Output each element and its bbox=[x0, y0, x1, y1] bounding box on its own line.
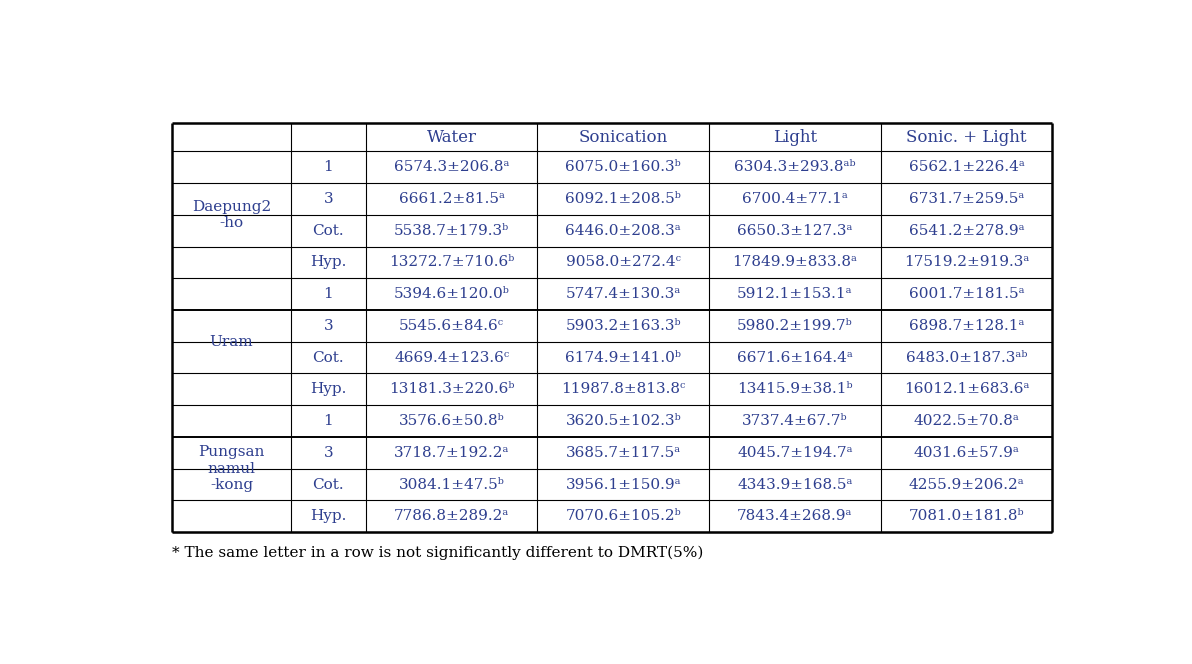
Text: 5394.6±120.0ᵇ: 5394.6±120.0ᵇ bbox=[393, 287, 509, 301]
Text: 11987.8±813.8ᶜ: 11987.8±813.8ᶜ bbox=[561, 382, 685, 396]
Text: 5545.6±84.6ᶜ: 5545.6±84.6ᶜ bbox=[399, 319, 504, 333]
Text: 6898.7±128.1ᵃ: 6898.7±128.1ᵃ bbox=[908, 319, 1024, 333]
Text: 6650.3±127.3ᵃ: 6650.3±127.3ᵃ bbox=[737, 224, 852, 238]
Text: 7081.0±181.8ᵇ: 7081.0±181.8ᵇ bbox=[908, 509, 1024, 523]
Text: 5538.7±179.3ᵇ: 5538.7±179.3ᵇ bbox=[395, 224, 509, 238]
Text: 5747.4±130.3ᵃ: 5747.4±130.3ᵃ bbox=[565, 287, 681, 301]
Text: 3685.7±117.5ᵃ: 3685.7±117.5ᵃ bbox=[566, 446, 681, 460]
Text: 3: 3 bbox=[323, 446, 334, 460]
Text: 4343.9±168.5ᵃ: 4343.9±168.5ᵃ bbox=[737, 477, 852, 491]
Text: Cot.: Cot. bbox=[312, 224, 344, 238]
Text: 16012.1±683.6ᵃ: 16012.1±683.6ᵃ bbox=[904, 382, 1030, 396]
Text: 6574.3±206.8ᵃ: 6574.3±206.8ᵃ bbox=[393, 160, 509, 174]
Text: 3737.4±67.7ᵇ: 3737.4±67.7ᵇ bbox=[743, 414, 848, 428]
Text: 7070.6±105.2ᵇ: 7070.6±105.2ᵇ bbox=[565, 509, 681, 523]
Text: 3084.1±47.5ᵇ: 3084.1±47.5ᵇ bbox=[398, 477, 504, 491]
Text: 5980.2±199.7ᵇ: 5980.2±199.7ᵇ bbox=[737, 319, 852, 333]
Text: 7786.8±289.2ᵃ: 7786.8±289.2ᵃ bbox=[393, 509, 509, 523]
Text: Hyp.: Hyp. bbox=[310, 256, 347, 270]
Text: 3: 3 bbox=[323, 192, 334, 206]
Text: Water: Water bbox=[427, 129, 477, 145]
Text: 6562.1±226.4ᵃ: 6562.1±226.4ᵃ bbox=[908, 160, 1025, 174]
Text: Cot.: Cot. bbox=[312, 351, 344, 365]
Text: 17519.2±919.3ᵃ: 17519.2±919.3ᵃ bbox=[904, 256, 1030, 270]
Text: 6446.0±208.3ᵃ: 6446.0±208.3ᵃ bbox=[565, 224, 681, 238]
Text: 6671.6±164.4ᵃ: 6671.6±164.4ᵃ bbox=[737, 351, 853, 365]
Text: 3620.5±102.3ᵇ: 3620.5±102.3ᵇ bbox=[565, 414, 681, 428]
Text: 3718.7±192.2ᵃ: 3718.7±192.2ᵃ bbox=[393, 446, 509, 460]
Text: 6304.3±293.8ᵃᵇ: 6304.3±293.8ᵃᵇ bbox=[734, 160, 856, 174]
Text: 6092.1±208.5ᵇ: 6092.1±208.5ᵇ bbox=[565, 192, 681, 206]
Text: Sonication: Sonication bbox=[578, 129, 668, 145]
Text: 1: 1 bbox=[323, 414, 334, 428]
Text: 17849.9±833.8ᵃ: 17849.9±833.8ᵃ bbox=[732, 256, 857, 270]
Text: Uram: Uram bbox=[210, 335, 254, 349]
Text: 4022.5±70.8ᵃ: 4022.5±70.8ᵃ bbox=[914, 414, 1019, 428]
Text: Light: Light bbox=[772, 129, 817, 145]
Text: 3956.1±150.9ᵃ: 3956.1±150.9ᵃ bbox=[565, 477, 681, 491]
Text: 13181.3±220.6ᵇ: 13181.3±220.6ᵇ bbox=[389, 382, 515, 396]
Text: 4031.6±57.9ᵃ: 4031.6±57.9ᵃ bbox=[914, 446, 1019, 460]
Text: 3576.6±50.8ᵇ: 3576.6±50.8ᵇ bbox=[399, 414, 504, 428]
Text: 13415.9±38.1ᵇ: 13415.9±38.1ᵇ bbox=[737, 382, 852, 396]
Text: 4255.9±206.2ᵃ: 4255.9±206.2ᵃ bbox=[908, 477, 1024, 491]
Text: 6541.2±278.9ᵃ: 6541.2±278.9ᵃ bbox=[908, 224, 1024, 238]
Text: 9058.0±272.4ᶜ: 9058.0±272.4ᶜ bbox=[566, 256, 681, 270]
Text: 1: 1 bbox=[323, 287, 334, 301]
Text: 6483.0±187.3ᵃᵇ: 6483.0±187.3ᵃᵇ bbox=[906, 351, 1028, 365]
Text: 6174.9±141.0ᵇ: 6174.9±141.0ᵇ bbox=[565, 351, 682, 365]
Text: 7843.4±268.9ᵃ: 7843.4±268.9ᵃ bbox=[737, 509, 852, 523]
Text: Pungsan
namul
-kong: Pungsan namul -kong bbox=[198, 446, 265, 492]
Text: 6001.7±181.5ᵃ: 6001.7±181.5ᵃ bbox=[908, 287, 1024, 301]
Text: 4669.4±123.6ᶜ: 4669.4±123.6ᶜ bbox=[395, 351, 509, 365]
Text: 6075.0±160.3ᵇ: 6075.0±160.3ᵇ bbox=[565, 160, 681, 174]
Text: 5912.1±153.1ᵃ: 5912.1±153.1ᵃ bbox=[737, 287, 852, 301]
Text: 6661.2±81.5ᵃ: 6661.2±81.5ᵃ bbox=[398, 192, 504, 206]
Text: 6700.4±77.1ᵃ: 6700.4±77.1ᵃ bbox=[743, 192, 848, 206]
Text: * The same letter in a row is not significantly different to DMRT(5%): * The same letter in a row is not signif… bbox=[172, 545, 703, 560]
Text: 1: 1 bbox=[323, 160, 334, 174]
Text: 4045.7±194.7ᵃ: 4045.7±194.7ᵃ bbox=[737, 446, 852, 460]
Text: 13272.7±710.6ᵇ: 13272.7±710.6ᵇ bbox=[389, 256, 514, 270]
Text: 5903.2±163.3ᵇ: 5903.2±163.3ᵇ bbox=[565, 319, 681, 333]
Text: Cot.: Cot. bbox=[312, 477, 344, 491]
Text: Hyp.: Hyp. bbox=[310, 382, 347, 396]
Text: Daepung2
-ho: Daepung2 -ho bbox=[192, 200, 271, 230]
Text: Hyp.: Hyp. bbox=[310, 509, 347, 523]
Text: 3: 3 bbox=[323, 319, 334, 333]
Text: 6731.7±259.5ᵃ: 6731.7±259.5ᵃ bbox=[909, 192, 1024, 206]
Text: Sonic. + Light: Sonic. + Light bbox=[906, 129, 1026, 145]
